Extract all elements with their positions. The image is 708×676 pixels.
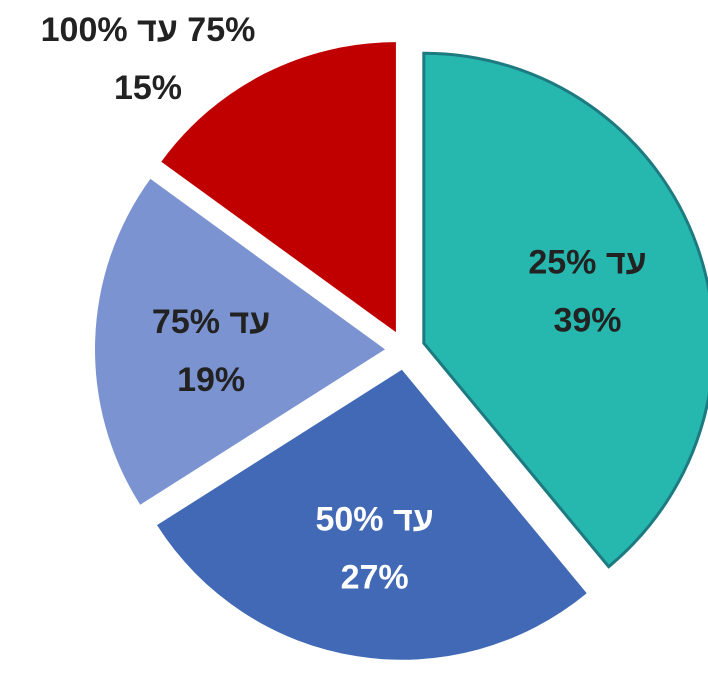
pie-slice [157, 369, 587, 660]
pie-slice [161, 42, 396, 333]
pie-slice [95, 178, 386, 505]
slice-value-label: 19% [177, 361, 245, 399]
pie-slice [422, 51, 708, 569]
slice-value-label: 39% [553, 301, 621, 339]
slice-category: עד 50% [315, 501, 433, 539]
slice-value-label: 15% [114, 69, 182, 107]
slice-category: עד 75% [152, 303, 270, 341]
slice-value-label: 27% [341, 559, 409, 597]
slice-category: 75% עד 100% [41, 11, 256, 49]
slice-category: עד 25% [528, 243, 646, 281]
